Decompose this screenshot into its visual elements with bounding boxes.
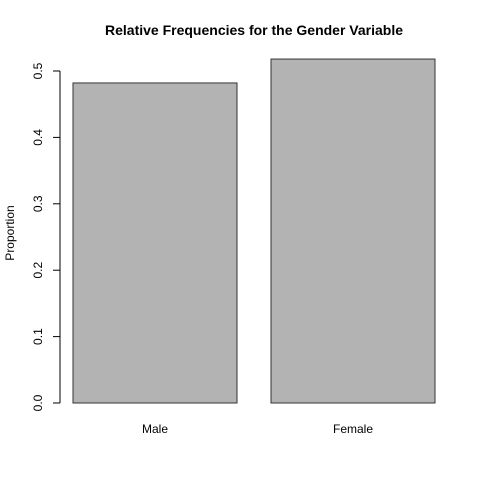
y-axis: 0.0 0.1 0.2 0.3 0.4 0.5 [31, 62, 61, 411]
chart-title: Relative Frequencies for the Gender Vari… [105, 22, 403, 38]
y-tick-label: 0.4 [31, 129, 45, 146]
x-tick-label-female: Female [333, 422, 373, 436]
bars-group [72, 58, 436, 404]
bar-female [270, 58, 436, 404]
y-tick-label: 0.1 [31, 328, 45, 345]
y-axis-label: Proportion [3, 205, 17, 260]
y-tick-label: 0.5 [31, 62, 45, 79]
y-tick-label: 0.0 [31, 394, 45, 411]
y-tick-label: 0.2 [31, 262, 45, 279]
x-tick-label-male: Male [142, 422, 168, 436]
y-tick-label: 0.3 [31, 195, 45, 212]
bar-male [72, 82, 238, 404]
x-axis-labels: Male Female [142, 422, 373, 436]
